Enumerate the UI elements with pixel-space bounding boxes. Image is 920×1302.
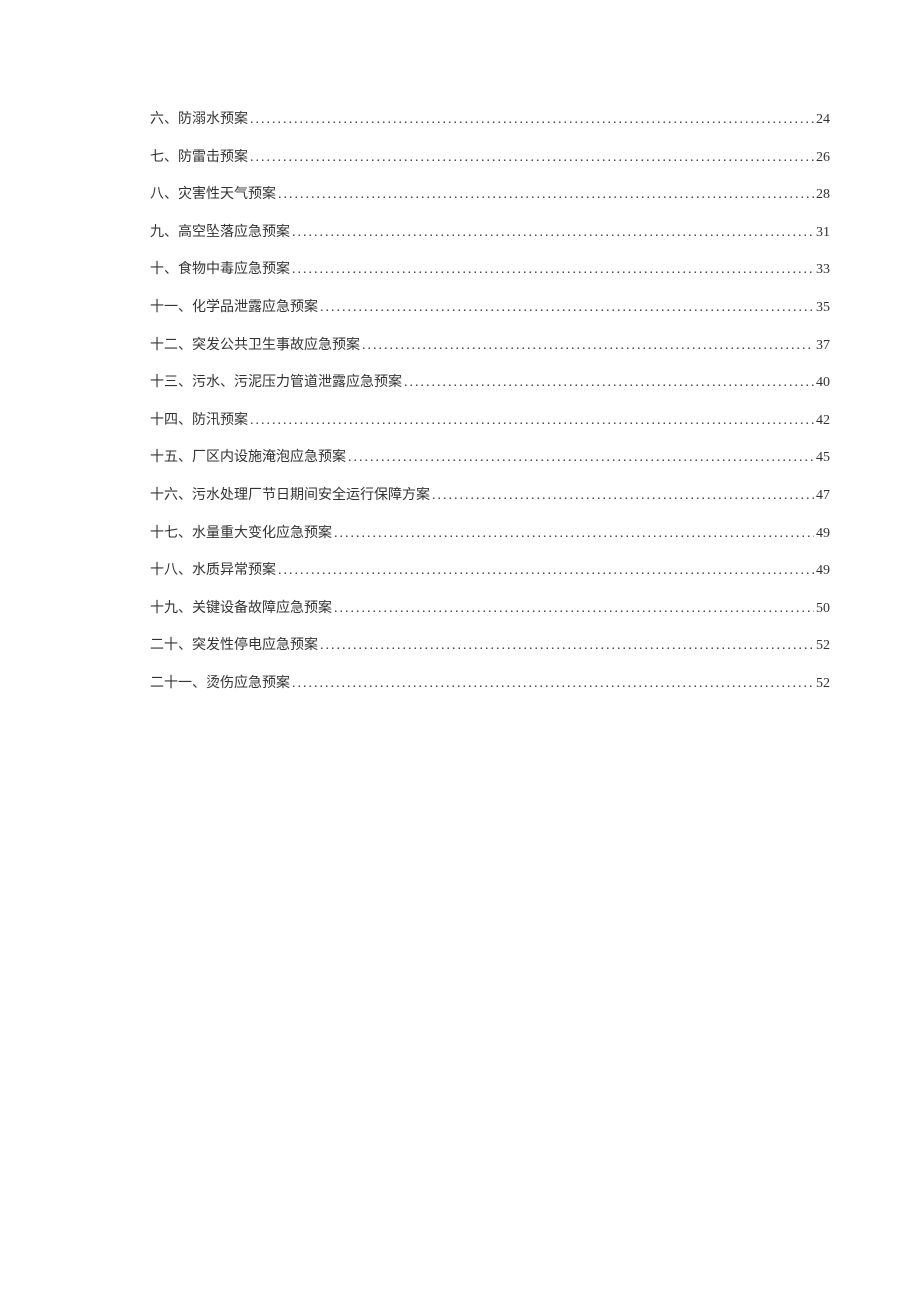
toc-entry: 七、防雷击预案 26 — [150, 148, 830, 168]
toc-entry: 二十一、烫伤应急预案 52 — [150, 674, 830, 694]
toc-entry-page: 40 — [816, 373, 830, 393]
toc-entry: 八、灾害性天气预案 28 — [150, 185, 830, 205]
toc-entry-title: 十、食物中毒应急预案 — [150, 260, 290, 280]
toc-entry: 六、防溺水预案 24 — [150, 110, 830, 130]
toc-entry-title: 九、高空坠落应急预案 — [150, 223, 290, 243]
toc-entry-title: 十七、水量重大变化应急预案 — [150, 524, 332, 544]
toc-entry-title: 十一、化学品泄露应急预案 — [150, 298, 318, 318]
toc-entry: 十九、关键设备故障应急预案 50 — [150, 599, 830, 619]
toc-dot-leader — [292, 223, 814, 243]
toc-dot-leader — [278, 561, 814, 581]
toc-entry-title: 七、防雷击预案 — [150, 148, 248, 168]
toc-entry-page: 24 — [816, 110, 830, 130]
toc-entry-title: 八、灾害性天气预案 — [150, 185, 276, 205]
toc-entry: 十二、突发公共卫生事故应急预案 37 — [150, 336, 830, 356]
toc-entry-page: 50 — [816, 599, 830, 619]
toc-entry: 十、食物中毒应急预案 33 — [150, 260, 830, 280]
toc-entry-page: 31 — [816, 223, 830, 243]
toc-entry-title: 十二、突发公共卫生事故应急预案 — [150, 336, 360, 356]
toc-entry-page: 52 — [816, 636, 830, 656]
toc-dot-leader — [348, 448, 814, 468]
toc-entry-page: 42 — [816, 411, 830, 431]
toc-dot-leader — [404, 373, 814, 393]
toc-entry-page: 35 — [816, 298, 830, 318]
toc-dot-leader — [334, 524, 814, 544]
table-of-contents: 六、防溺水预案 24 七、防雷击预案 26 八、灾害性天气预案 28 九、高空坠… — [150, 110, 830, 694]
toc-entry: 二十、突发性停电应急预案 52 — [150, 636, 830, 656]
toc-entry-title: 十五、厂区内设施淹泡应急预案 — [150, 448, 346, 468]
toc-entry-page: 28 — [816, 185, 830, 205]
toc-entry-page: 52 — [816, 674, 830, 694]
toc-entry-page: 37 — [816, 336, 830, 356]
toc-entry-title: 十三、污水、污泥压力管道泄露应急预案 — [150, 373, 402, 393]
toc-entry: 十三、污水、污泥压力管道泄露应急预案 40 — [150, 373, 830, 393]
toc-entry: 十五、厂区内设施淹泡应急预案 45 — [150, 448, 830, 468]
toc-entry-page: 49 — [816, 524, 830, 544]
toc-entry-page: 45 — [816, 448, 830, 468]
toc-entry: 十一、化学品泄露应急预案 35 — [150, 298, 830, 318]
toc-entry-title: 十九、关键设备故障应急预案 — [150, 599, 332, 619]
toc-entry-page: 26 — [816, 148, 830, 168]
toc-entry: 十八、水质异常预案 49 — [150, 561, 830, 581]
toc-entry: 十六、污水处理厂节日期间安全运行保障方案 47 — [150, 486, 830, 506]
toc-entry-title: 二十一、烫伤应急预案 — [150, 674, 290, 694]
toc-entry-title: 十四、防汛预案 — [150, 411, 248, 431]
toc-dot-leader — [334, 599, 814, 619]
toc-entry-title: 六、防溺水预案 — [150, 110, 248, 130]
toc-entry-title: 二十、突发性停电应急预案 — [150, 636, 318, 656]
toc-entry-page: 49 — [816, 561, 830, 581]
toc-dot-leader — [320, 298, 814, 318]
toc-dot-leader — [292, 260, 814, 280]
toc-dot-leader — [320, 636, 814, 656]
toc-entry: 十四、防汛预案 42 — [150, 411, 830, 431]
toc-dot-leader — [292, 674, 814, 694]
toc-dot-leader — [250, 411, 814, 431]
toc-dot-leader — [432, 486, 814, 506]
toc-dot-leader — [250, 110, 814, 130]
toc-entry: 九、高空坠落应急预案 31 — [150, 223, 830, 243]
toc-entry: 十七、水量重大变化应急预案 49 — [150, 524, 830, 544]
toc-entry-title: 十八、水质异常预案 — [150, 561, 276, 581]
toc-dot-leader — [250, 148, 814, 168]
toc-entry-title: 十六、污水处理厂节日期间安全运行保障方案 — [150, 486, 430, 506]
toc-entry-page: 47 — [816, 486, 830, 506]
toc-entry-page: 33 — [816, 260, 830, 280]
toc-dot-leader — [362, 336, 814, 356]
toc-dot-leader — [278, 185, 814, 205]
